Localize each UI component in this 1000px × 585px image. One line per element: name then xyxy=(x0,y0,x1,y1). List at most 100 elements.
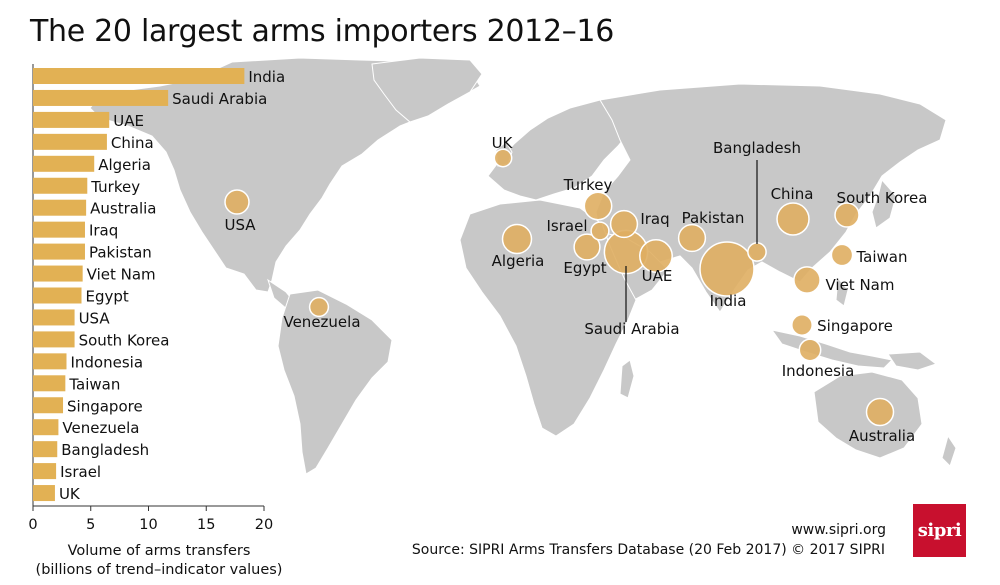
bar-label-egypt: Egypt xyxy=(86,288,129,306)
bubble-uk xyxy=(493,148,513,168)
bar-viet-nam xyxy=(33,265,83,282)
bar-label-viet-nam: Viet Nam xyxy=(87,266,156,284)
x-axis-label-line1: Volume of arms transfers xyxy=(67,543,251,559)
bar-label-usa: USA xyxy=(79,309,111,327)
bar-label-singapore: Singapore xyxy=(67,397,143,415)
bubble-viet-nam xyxy=(793,266,821,294)
new-zealand-landmass xyxy=(941,434,957,467)
bubble-uae xyxy=(639,239,673,273)
bar-label-turkey: Turkey xyxy=(90,178,140,196)
bar-iraq xyxy=(33,221,85,238)
bar-bangladesh xyxy=(33,441,58,458)
bar-chart-group: India Saudi Arabia UAE China Algeria Turkey Au… xyxy=(28,64,285,533)
map-label-taiwan: Taiwan xyxy=(855,248,907,266)
x-tick-label-15: 15 xyxy=(197,517,215,533)
map-label-indonesia: Indonesia xyxy=(782,362,855,380)
bar-egypt xyxy=(33,287,82,304)
bar-label-china: China xyxy=(111,134,154,152)
bubble-bangladesh xyxy=(747,242,767,262)
map-label-uk: UK xyxy=(492,134,514,152)
philippines-landmass xyxy=(835,276,849,307)
map-label-uae: UAE xyxy=(642,267,673,285)
bubble-india xyxy=(699,241,755,297)
map-label-bangladesh: Bangladesh xyxy=(713,139,801,157)
map-label-turkey: Turkey xyxy=(563,176,613,194)
bubble-singapore xyxy=(791,314,813,336)
bar-label-iraq: Iraq xyxy=(89,222,118,240)
bar-label-uae: UAE xyxy=(113,112,144,130)
map-label-china: China xyxy=(771,185,814,203)
x-tick-label-5: 5 xyxy=(86,517,95,533)
south-america-landmass xyxy=(277,289,393,475)
bubble-algeria xyxy=(501,223,533,255)
bar-label-venezuela: Venezuela xyxy=(62,419,139,437)
bar-turkey xyxy=(33,177,88,194)
bar-label-indonesia: Indonesia xyxy=(70,353,143,371)
bubble-pakistan xyxy=(677,223,707,253)
bar-saudi-arabia xyxy=(33,89,169,106)
map-bubbles-group: UK Bangladesh Turkey China South Korea USA Isr… xyxy=(224,134,927,445)
bar-label-bangladesh: Bangladesh xyxy=(61,441,149,459)
bar-label-pakistan: Pakistan xyxy=(89,244,152,262)
bar-label-south-korea: South Korea xyxy=(79,331,170,349)
bar-israel xyxy=(33,463,57,480)
map-label-iraq: Iraq xyxy=(640,210,669,228)
bar-algeria xyxy=(33,155,95,172)
bar-label-algeria: Algeria xyxy=(98,156,151,174)
bar-uk xyxy=(33,485,55,502)
bar-usa xyxy=(33,309,75,326)
bar-uae xyxy=(33,111,110,128)
map-label-south-korea: South Korea xyxy=(837,189,928,207)
bar-australia xyxy=(33,199,87,216)
bubble-indonesia xyxy=(798,338,822,362)
bubble-iraq xyxy=(609,209,639,239)
map-label-israel: Israel xyxy=(547,217,588,235)
map-label-saudi-arabia: Saudi Arabia xyxy=(584,320,679,338)
bar-taiwan xyxy=(33,375,66,392)
bubble-turkey xyxy=(583,191,613,221)
japan-landmass xyxy=(871,178,897,229)
bar-pakistan xyxy=(33,243,85,260)
map-label-pakistan: Pakistan xyxy=(682,209,745,227)
new-guinea-landmass xyxy=(887,351,938,371)
bubble-australia xyxy=(865,397,895,427)
map-label-venezuela: Venezuela xyxy=(283,313,360,331)
madagascar-landmass xyxy=(619,359,635,399)
x-tick-label-10: 10 xyxy=(139,517,157,533)
x-axis-label-line2: (billions of trend–indicator values) xyxy=(35,562,283,578)
chart-title: The 20 largest arms importers 2012–16 xyxy=(30,14,615,49)
map-label-egypt: Egypt xyxy=(563,259,606,277)
bar-label-taiwan: Taiwan xyxy=(68,375,120,393)
bar-south-korea xyxy=(33,331,75,348)
x-tick-label-0: 0 xyxy=(28,517,37,533)
bubble-south-korea xyxy=(834,202,860,228)
bar-label-israel: Israel xyxy=(60,463,101,481)
source-note: Source: SIPRI Arms Transfers Database (2… xyxy=(411,542,885,558)
bubble-egypt xyxy=(573,233,601,261)
x-tick-label-20: 20 xyxy=(255,517,273,533)
bar-singapore xyxy=(33,397,64,414)
map-label-india: India xyxy=(710,292,747,310)
website-link[interactable]: www.sipri.org xyxy=(791,522,886,538)
bubble-israel xyxy=(590,221,610,241)
bar-venezuela xyxy=(33,419,59,436)
sipri-logo: sipri xyxy=(913,504,966,557)
bubble-usa xyxy=(224,189,250,215)
bar-india xyxy=(33,68,245,84)
bar-label-saudi-arabia: Saudi Arabia xyxy=(172,90,267,108)
bubble-china xyxy=(776,202,810,236)
map-label-algeria: Algeria xyxy=(492,252,545,270)
greenland-landmass xyxy=(371,57,483,123)
bubble-taiwan xyxy=(830,243,854,267)
bubble-venezuela xyxy=(308,296,330,318)
map-label-viet-nam: Viet Nam xyxy=(825,276,894,294)
map-label-usa: USA xyxy=(224,216,256,234)
bar-label-uk: UK xyxy=(59,485,81,503)
bar-label-australia: Australia xyxy=(90,200,156,218)
map-label-singapore: Singapore xyxy=(817,317,893,335)
bar-indonesia xyxy=(33,353,67,370)
map-label-australia: Australia xyxy=(849,427,915,445)
bar-label-india: India xyxy=(248,68,285,86)
bar-china xyxy=(33,133,107,150)
